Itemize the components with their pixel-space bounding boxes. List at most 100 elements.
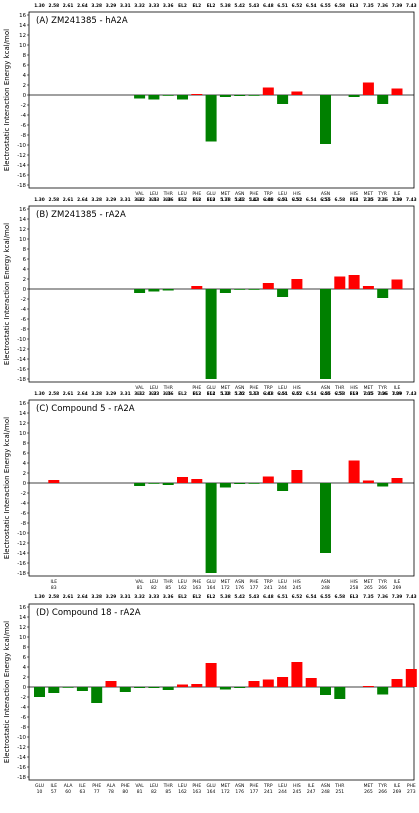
generic-position-label: 3.28 — [91, 197, 102, 203]
residue-name-label: TYR — [377, 783, 387, 789]
energy-bar — [191, 684, 203, 687]
y-tick-label: 16 — [19, 207, 26, 213]
residue-name-label: PHE — [250, 783, 259, 789]
y-tick-label: 4 — [23, 665, 27, 671]
energy-bar — [177, 477, 188, 483]
y-tick-label: 0 — [23, 287, 27, 293]
generic-position-label: 5.43 — [249, 3, 260, 9]
residue-name-label: PHE — [192, 579, 201, 585]
residue-name-label: THR — [163, 579, 173, 585]
y-tick-label: 0 — [23, 93, 27, 99]
energy-bar — [219, 289, 231, 293]
generic-position-label: 2.58 — [48, 3, 59, 9]
residue-number-label: 172 — [221, 585, 230, 591]
panel-title: (B) ZM241385 - rA2A — [36, 210, 126, 220]
generic-position-label: 2.61 — [63, 391, 74, 397]
y-axis-label: Electrostatic Interaction Energy kcal/mo… — [3, 621, 11, 763]
residue-name-label: TRP — [263, 579, 273, 585]
generic-position-label: 6.52 — [292, 3, 303, 9]
y-tick-label: -6 — [21, 317, 27, 323]
generic-position-label: EL2 — [207, 3, 216, 9]
generic-position-label: 6.52 — [292, 594, 303, 600]
residue-number-label: 247 — [307, 789, 316, 795]
y-tick-label: 6 — [23, 63, 27, 69]
y-tick-label: 8 — [23, 247, 27, 253]
generic-position-label: 1.30 — [34, 3, 45, 9]
residue-number-label: 169 — [207, 197, 216, 203]
residue-name-label: GLU — [207, 385, 216, 391]
residue-number-label: 182 — [250, 197, 259, 203]
generic-position-label: 7.36 — [377, 197, 388, 203]
y-tick-label: 12 — [19, 625, 26, 631]
residue-name-label: THR — [334, 783, 344, 789]
energy-bar — [262, 283, 274, 289]
generic-position-label: 3.32 — [134, 197, 145, 203]
generic-position-label: EL2 — [207, 391, 216, 397]
residue-number-label: 177 — [221, 197, 230, 203]
energy-bar — [76, 687, 88, 691]
generic-position-label: EL2 — [207, 594, 216, 600]
generic-position-label: EL2 — [207, 197, 216, 203]
residue-number-label: 84 — [137, 197, 143, 203]
generic-position-label: EL3 — [350, 3, 359, 9]
residue-number-label: 248 — [321, 391, 330, 397]
generic-position-label: 1.30 — [34, 197, 45, 203]
generic-position-label: 6.51 — [277, 391, 288, 397]
residue-number-label: 172 — [221, 789, 230, 795]
energy-bar — [291, 279, 303, 289]
generic-position-label: 2.64 — [77, 594, 88, 600]
energy-bar — [191, 94, 203, 95]
y-tick-label: 2 — [23, 675, 26, 681]
energy-bar — [162, 687, 174, 690]
energy-bar — [377, 95, 389, 104]
residue-number-label: 270 — [364, 197, 373, 203]
residue-number-label: 85 — [165, 789, 171, 795]
y-tick-label: -10 — [17, 143, 26, 149]
residue-number-label: 259 — [350, 391, 359, 397]
generic-position-label: 3.33 — [149, 3, 160, 9]
energy-bar — [205, 483, 217, 573]
residue-name-label: GLU — [207, 579, 216, 585]
y-tick-label: 2 — [23, 83, 26, 89]
residue-number-label: 81 — [137, 391, 143, 397]
residue-name-label: LEU — [178, 783, 187, 789]
residue-number-label: 241 — [264, 585, 273, 591]
y-tick-label: -8 — [21, 327, 27, 333]
residue-number-label: 85 — [165, 391, 171, 397]
residue-number-label: 244 — [278, 585, 287, 591]
residue-number-label: 63 — [80, 789, 86, 795]
residue-name-label: HIS — [350, 191, 358, 197]
residue-number-label: 164 — [207, 789, 216, 795]
residue-name-label: ILE — [394, 579, 401, 585]
generic-position-label: 2.64 — [77, 391, 88, 397]
y-axis-label: Electrostatic Interaction Energy kcal/mo… — [3, 29, 11, 171]
generic-position-label: 7.35 — [363, 594, 374, 600]
residue-number-label: 176 — [235, 391, 244, 397]
y-tick-label: -10 — [17, 337, 26, 343]
residue-number-label: 274 — [393, 197, 402, 203]
energy-bar — [348, 275, 360, 289]
residue-name-label: MET — [221, 385, 231, 391]
residue-number-label: 164 — [207, 391, 216, 397]
residue-number-label: 85 — [165, 585, 171, 591]
y-tick-label: -8 — [21, 725, 27, 731]
y-tick-label: 6 — [23, 655, 27, 661]
energy-bar — [162, 95, 174, 96]
y-tick-label: -8 — [21, 133, 27, 139]
generic-position-label: 6.51 — [277, 594, 288, 600]
generic-position-label: 5.38 — [220, 3, 231, 9]
generic-position-label: 3.33 — [149, 391, 160, 397]
residue-number-label: 249 — [278, 197, 287, 203]
energy-bar — [391, 279, 403, 289]
generic-position-label: EL3 — [350, 594, 359, 600]
energy-bar — [362, 480, 374, 483]
y-tick-label: 6 — [23, 451, 27, 457]
generic-position-label: 1.30 — [34, 594, 45, 600]
residue-number-label: 163 — [193, 585, 202, 591]
residue-number-label: 266 — [378, 391, 387, 397]
generic-position-label: 3.28 — [91, 391, 102, 397]
energy-bar — [262, 679, 274, 687]
residue-name-label: MET — [221, 191, 231, 197]
energy-bar — [48, 687, 60, 693]
generic-position-label: 6.55 — [320, 594, 331, 600]
